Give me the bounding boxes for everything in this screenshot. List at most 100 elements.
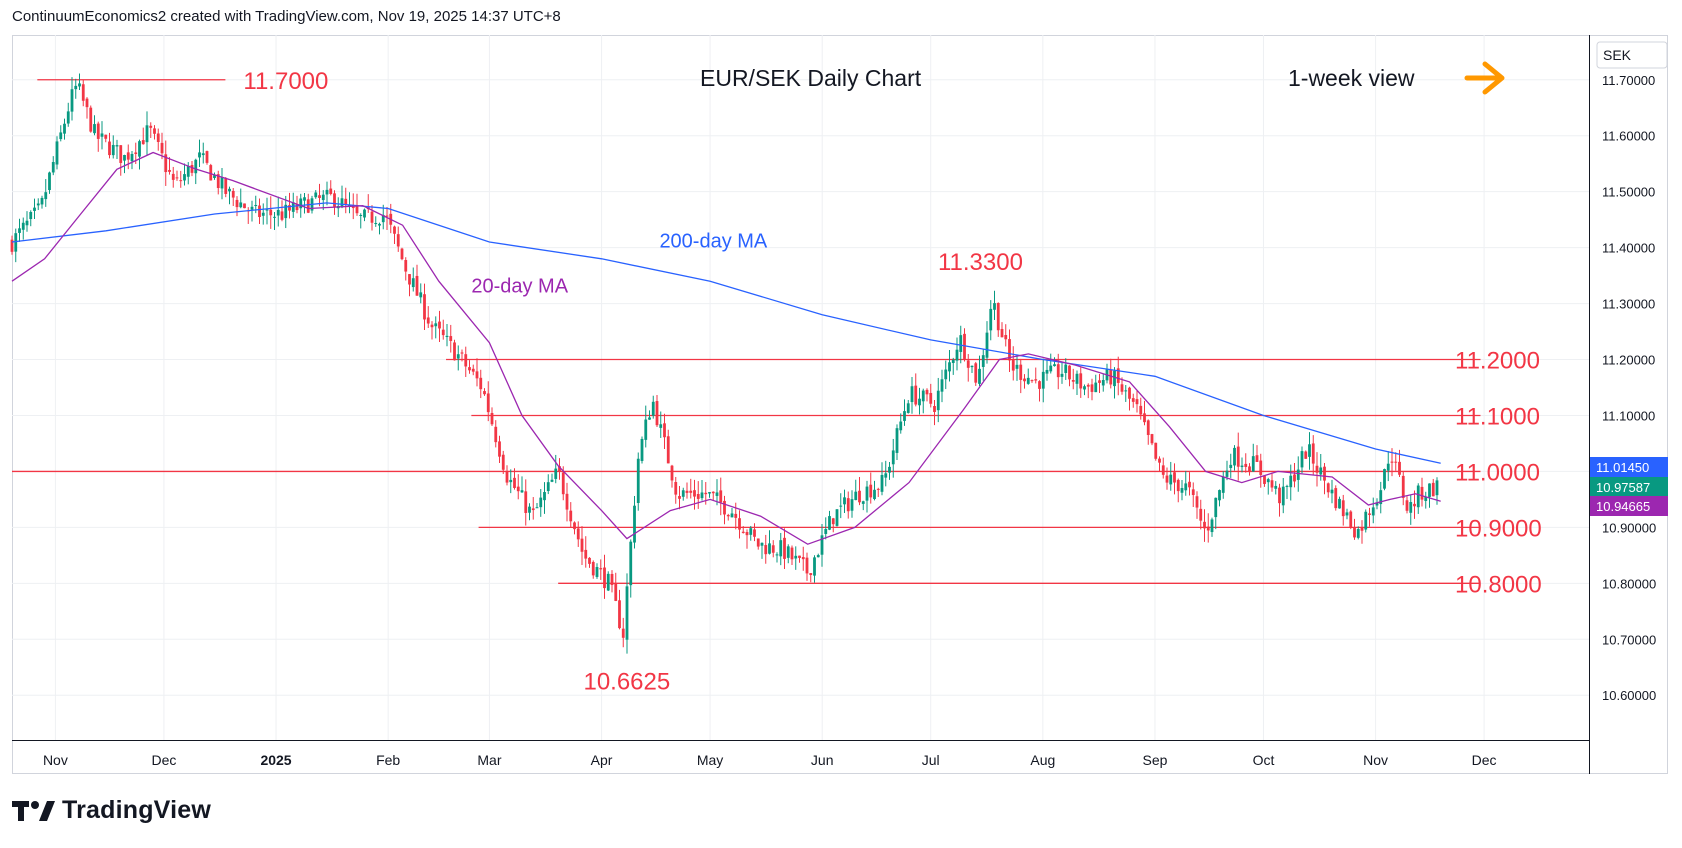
candle-body [1371,507,1375,516]
candle-body [625,586,629,640]
candle-body [74,85,78,90]
candle-body [423,294,426,320]
candle-body [1375,502,1379,506]
candle-body [134,152,138,155]
candle-body [1379,490,1383,505]
candle-body [59,132,63,140]
price-tag-label: 10.94665 [1596,499,1650,514]
candle-body [1023,378,1026,382]
candle-body [153,128,156,134]
candle-body [1116,368,1120,383]
candle-body [10,239,14,252]
candle-body [25,220,29,226]
candle-body [565,493,569,510]
candle-body [1405,500,1409,511]
currency-badge-box[interactable] [1596,41,1668,69]
candle-body [1139,405,1143,415]
y-tick-label: 11.30000 [1602,297,1655,312]
candle-body [588,557,591,564]
candle-body [681,490,685,497]
candle-body [666,436,670,464]
candle-body [888,466,891,473]
candle-body [318,195,321,198]
candle-body [970,365,974,368]
candle-body [1233,447,1236,466]
candle-body [486,393,490,413]
price-axis[interactable]: 11.70000 11.60000 11.50000 11.40000 11.30000… [1602,73,1656,703]
candle-body [753,529,756,537]
candle-body [618,600,621,629]
candle-body [951,359,955,363]
candle-body [1345,512,1349,516]
candle-body [329,188,333,194]
candle-body [261,212,265,216]
candle-body [1101,379,1105,386]
candle-body [629,541,633,586]
candle-body [190,165,194,173]
candle-body [359,215,363,217]
candle-body [1266,479,1270,483]
candle-body [415,275,419,296]
candle-body [655,401,659,426]
candle-body [1390,461,1394,463]
candle-body [183,174,186,181]
candle-body [745,532,749,536]
candle-body [539,497,543,508]
annotation-label: 20-day MA [471,275,568,297]
candle-body [1173,472,1176,483]
candle-body [948,362,951,372]
price-tag-box [1590,457,1668,477]
candle-body [1203,521,1206,529]
candle-body [633,505,636,543]
candle-body [1244,463,1248,467]
candle-body [854,491,858,501]
candle-body [438,321,441,329]
candle-body [475,371,479,379]
candle-body [1416,485,1420,508]
y-tick-label: 10.70000 [1602,632,1656,647]
candle-body [929,392,933,404]
time-axis[interactable]: Nov Dec 2025 Feb Mar Apr May Jun Jul Aug Sep Oct Nov… [43,752,1497,768]
candle-body [1356,529,1360,538]
candle-body [1030,380,1034,382]
candle-body [955,349,959,361]
candle-body [828,516,831,530]
candle-body [1364,511,1368,530]
tradingview-brand: TradingView [62,796,212,824]
candle-body [33,207,36,211]
candle-body [393,226,396,234]
candle-body [903,411,906,421]
candle-body [1060,373,1064,377]
candle-body [276,209,280,216]
currency-badge[interactable]: SEK [1603,47,1632,63]
candle-body [798,555,801,558]
y-tick-label: 11.10000 [1602,408,1655,423]
candle-body [1398,461,1401,475]
candle-body [441,329,445,336]
candle-body [378,223,381,226]
candle-body [464,354,468,367]
candle-body [696,494,700,499]
candle-body [235,199,239,208]
candle-body [809,573,813,575]
candle-body [48,172,51,191]
candle-body [355,205,359,214]
candle-body [985,332,989,358]
candle-body [213,175,216,178]
candle-body [1281,486,1285,506]
x-tick-label: Apr [591,752,613,768]
candle-body [194,159,198,174]
candle-body [498,441,501,457]
candle-body [1184,483,1188,491]
candle-body [914,385,918,405]
candle-body [239,202,243,208]
tradingview-logo[interactable]: TradingView [12,796,211,825]
candle-body [1083,386,1086,390]
candle-body [449,336,453,341]
candle-body [160,142,164,154]
candle-body [1169,474,1173,485]
candle-body [1188,481,1191,488]
candle-body [1326,483,1330,493]
candle-body [1109,369,1113,385]
